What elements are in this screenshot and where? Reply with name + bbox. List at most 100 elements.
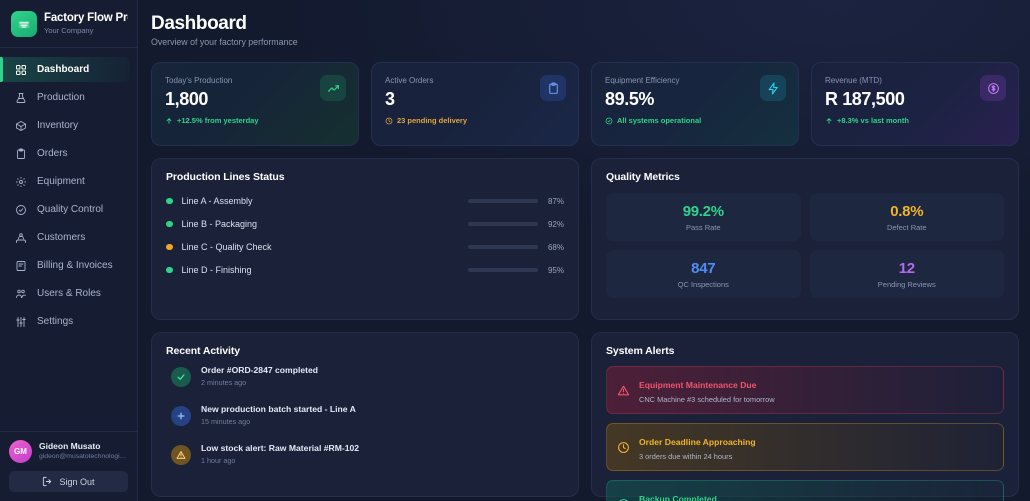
- sidebar-item-quality-control[interactable]: Quality Control: [0, 197, 130, 222]
- panel-title: Quality Metrics: [606, 171, 680, 183]
- sidebar-item-equipment[interactable]: Equipment: [0, 169, 130, 194]
- stat-card-todays-production[interactable]: Today's Production 1,800 +12.5% from yes…: [151, 62, 359, 146]
- stat-card-revenue-mtd[interactable]: Revenue (MTD) R 187,500 +8.3% vs last mo…: [811, 62, 1019, 146]
- activity-item[interactable]: Low stock alert: Raw Material #RM-102 1 …: [166, 435, 564, 474]
- production-line-name: Line A - Assembly: [181, 196, 253, 206]
- stat-delta-text: All systems operational: [617, 116, 702, 125]
- stat-delta-text: +8.3% vs last month: [837, 116, 909, 125]
- status-dot: [166, 243, 173, 251]
- sidebar-item-label: Equipment: [37, 176, 85, 187]
- progress-bar: [468, 199, 538, 203]
- system-alert-item[interactable]: Equipment Maintenance Due CNC Machine #3…: [606, 366, 1004, 414]
- trending-up-icon: [320, 75, 346, 101]
- progress-bar: [468, 268, 538, 272]
- stat-card-active-orders[interactable]: Active Orders 3 23 pending delivery: [371, 62, 579, 146]
- stat-value: 3: [385, 89, 395, 109]
- clock-icon: [617, 441, 630, 454]
- quality-metric-value: 847: [691, 259, 716, 277]
- panel-title: System Alerts: [606, 345, 675, 357]
- status-dot: [166, 266, 173, 274]
- system-alert-item[interactable]: Backup Completed Daily backup successful…: [606, 480, 1004, 501]
- quality-metric-cell: 0.8% Defect Rate: [809, 193, 1004, 241]
- sidebar-nav: Dashboard Production Inventory: [0, 48, 137, 431]
- clipboard-icon: [14, 147, 27, 160]
- sidebar-item-orders[interactable]: Orders: [0, 141, 130, 166]
- stat-label: Equipment Efficiency: [605, 76, 680, 85]
- sidebar-item-label: Billing & Invoices: [37, 260, 113, 271]
- production-line-name: Line B - Packaging: [181, 219, 258, 229]
- progress-percent: 92%: [547, 219, 564, 229]
- warning-triangle-icon: [617, 384, 630, 397]
- sidebar-item-settings[interactable]: Settings: [0, 309, 130, 334]
- status-dot: [166, 220, 173, 228]
- brand: Factory Flow Pro Your Company: [0, 0, 137, 48]
- factory-icon: [11, 11, 37, 37]
- brand-subtitle: Your Company: [44, 26, 94, 35]
- sidebar-item-customers[interactable]: Customers: [0, 225, 130, 250]
- sliders-icon: [14, 315, 27, 328]
- sidebar-item-dashboard[interactable]: Dashboard: [0, 57, 130, 82]
- progress-percent: 68%: [547, 242, 564, 252]
- page-header: Dashboard Overview of your factory perfo…: [151, 12, 1019, 47]
- activity-item[interactable]: Order #ORD-2847 completed 2 minutes ago: [166, 357, 564, 396]
- sidebar-item-production[interactable]: Production: [0, 85, 130, 110]
- quality-metric-value: 0.8%: [890, 202, 924, 220]
- page-subtitle: Overview of your factory performance: [151, 37, 298, 47]
- avatar: GM: [9, 440, 32, 463]
- sidebar-item-label: Quality Control: [37, 204, 104, 215]
- stat-label: Revenue (MTD): [825, 76, 882, 85]
- recent-activity-panel: Recent Activity Order #ORD-2847 complete…: [151, 332, 579, 497]
- box-icon: [14, 119, 27, 132]
- receipt-icon: [14, 259, 27, 272]
- panel-title: Recent Activity: [166, 345, 240, 357]
- quality-metric-label: Pending Reviews: [877, 279, 936, 289]
- progress-percent: 95%: [547, 265, 564, 275]
- sidebar-item-users-roles[interactable]: Users & Roles: [0, 281, 130, 306]
- stat-label: Today's Production: [165, 76, 233, 85]
- stat-card-equipment-efficiency[interactable]: Equipment Efficiency 89.5% All systems o…: [591, 62, 799, 146]
- flask-icon: [14, 91, 27, 104]
- system-alert-desc: 3 orders due within 24 hours: [639, 452, 733, 461]
- page-title: Dashboard: [151, 13, 247, 34]
- progress-bar: [468, 222, 538, 226]
- sidebar-item-label: Customers: [37, 232, 86, 243]
- main-content: Dashboard Overview of your factory perfo…: [138, 0, 1030, 501]
- check-circle-icon: [14, 203, 27, 216]
- panel-title: Production Lines Status: [166, 171, 285, 183]
- production-line-row: Line B - Packaging 92%: [166, 219, 564, 229]
- panel-row-2: Recent Activity Order #ORD-2847 complete…: [151, 332, 1019, 501]
- sidebar: Factory Flow Pro Your Company Dashboard: [0, 0, 138, 501]
- brand-name: Factory Flow Pro: [44, 12, 128, 24]
- warning-icon: [171, 444, 191, 465]
- progress-percent: 87%: [547, 196, 564, 206]
- bolt-icon: [760, 75, 786, 101]
- arrow-up-icon: [165, 117, 173, 125]
- sidebar-item-inventory[interactable]: Inventory: [0, 113, 130, 138]
- system-alert-item[interactable]: Order Deadline Approaching 3 orders due …: [606, 423, 1004, 471]
- sidebar-item-label: Settings: [37, 316, 74, 327]
- activity-title: Low stock alert: Raw Material #RM-102: [201, 443, 360, 453]
- progress-bar: [468, 245, 538, 249]
- clipboard-icon: [540, 75, 566, 101]
- quality-metric-cell: 99.2% Pass Rate: [606, 193, 801, 241]
- stat-value: 89.5%: [605, 89, 655, 109]
- grid-icon: [14, 63, 27, 76]
- activity-title: Order #ORD-2847 completed: [201, 365, 319, 375]
- sign-out-button[interactable]: Sign Out: [9, 471, 128, 492]
- user-profile[interactable]: GM Gideon Musato gideon@musatotechnologi…: [9, 440, 128, 463]
- stat-value: R 187,500: [825, 89, 905, 109]
- quality-metric-label: Pass Rate: [685, 222, 721, 232]
- status-dot: [166, 197, 173, 205]
- sidebar-item-label: Production: [37, 92, 85, 103]
- stat-cards: Today's Production 1,800 +12.5% from yes…: [151, 62, 1019, 146]
- activity-item[interactable]: New production batch started - Line A 15…: [166, 396, 564, 435]
- production-line-name: Line C - Quality Check: [181, 242, 272, 252]
- production-line-name: Line D - Finishing: [181, 265, 252, 275]
- quality-metric-cell: 12 Pending Reviews: [809, 250, 1004, 298]
- system-alert-title: Equipment Maintenance Due: [639, 380, 757, 390]
- check-icon: [171, 366, 191, 387]
- stat-label: Active Orders: [385, 76, 434, 85]
- sidebar-item-billing-invoices[interactable]: Billing & Invoices: [0, 253, 130, 278]
- logout-icon: [42, 476, 53, 487]
